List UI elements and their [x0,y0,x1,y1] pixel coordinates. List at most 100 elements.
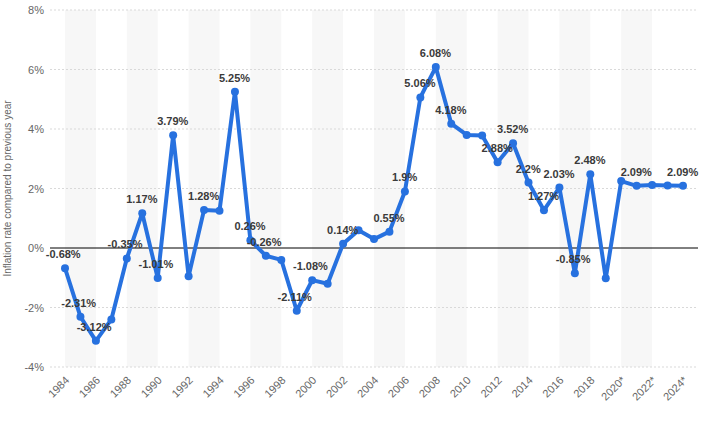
x-tick-label: 2020* [599,373,628,402]
y-tick-label: 2% [28,183,44,195]
point [262,252,270,260]
point [478,132,486,140]
point [169,131,177,139]
point [61,264,69,272]
point [216,207,224,215]
point [231,88,239,96]
point [200,206,208,214]
point [494,158,502,166]
point [293,307,301,315]
x-tick-label: 2018 [571,374,597,400]
x-tick-label: 1998 [262,374,288,400]
data-label: -1.08% [293,260,328,272]
line [65,67,683,341]
point [385,228,393,236]
x-tick-label: 1992 [169,374,195,400]
y-axis-title: Inflation rate compared to previous year [2,100,13,277]
point [633,182,641,190]
point [154,274,162,282]
data-label: -0.85% [556,253,591,265]
data-label: 2.03% [543,168,574,180]
data-label: -2.31% [61,297,96,309]
point [586,170,594,178]
point [679,182,687,190]
grid-line [50,69,698,70]
data-label: 4.18% [435,104,466,116]
data-label: 0.26% [234,220,265,232]
x-tick-label: 2000 [293,374,319,400]
data-label: -0.35% [108,238,143,250]
y-tick-label: 8% [28,4,44,16]
point [664,182,672,190]
point [185,272,193,280]
point [463,131,471,139]
data-label: -2.11% [278,291,312,303]
x-tick-label: 2008 [416,374,442,400]
data-label: 2.2% [516,163,541,175]
x-tick-label: 2016 [540,374,566,400]
point [339,240,347,248]
data-label: 2.09% [621,166,652,178]
x-tick-label: 2010 [447,374,473,400]
point [617,177,625,185]
x-tick-label: 2014 [509,374,535,400]
point [370,235,378,243]
grid-line [50,129,698,130]
data-label: 5.06% [404,77,435,89]
point [138,209,146,217]
point [540,206,548,214]
x-tick-label: 1986 [77,374,103,400]
y-tick-label: 4% [28,123,44,135]
data-label: -0.68% [46,248,81,260]
x-tick-label: 2002 [324,374,350,400]
point [123,254,131,262]
data-label: 6.08% [420,47,451,59]
x-tick-label: 1988 [107,374,133,400]
data-label: 1.28% [188,190,219,202]
point [432,63,440,71]
x-tick-label: 2006 [386,374,412,400]
point [602,274,610,282]
data-label: -3.12% [77,321,112,333]
grid [50,10,698,367]
point [447,120,455,128]
grid-line [50,10,698,11]
chart: -4% -2% 0% 2% 4% 6% 8% Inflation rate compared … [0,0,706,423]
point [571,269,579,277]
point [277,256,285,264]
x-tick-label: 2022* [630,373,659,402]
data-label: 2.48% [574,154,605,166]
x-tick-label: 2004 [355,374,381,400]
data-label: 5.25% [219,72,250,84]
x-tick-label: 1990 [138,374,164,400]
grid-line [50,188,698,189]
grid-line [50,307,698,308]
x-tick-label: 2024* [661,373,690,402]
x-tick-label: 1994 [200,374,226,400]
y-tick-label: 6% [28,64,44,76]
x-tick-label: 1996 [231,374,257,400]
data-label: 0.14% [327,224,358,236]
point [324,280,332,288]
x-tick-label: 1984 [46,374,72,400]
point [401,187,409,195]
y-tick-label: 0% [28,242,44,254]
y-tick-label: -4% [24,361,44,373]
x-tick-label: 2012 [478,374,504,400]
data-label: 3.79% [157,115,188,127]
y-tick-label: -2% [24,302,44,314]
data-label: 3.52% [497,123,528,135]
point [648,181,656,189]
data-label: 0.55% [373,212,404,224]
point [308,276,316,284]
data-label: -1.01% [139,258,174,270]
series [61,63,687,345]
data-label: 1.17% [126,193,157,205]
data-label: 2.09% [667,166,698,178]
data-label: 1.27% [528,190,559,202]
point [92,337,100,345]
point [525,179,533,187]
point [76,313,84,321]
grid-line [50,367,698,368]
data-label: -0.26% [247,236,282,248]
